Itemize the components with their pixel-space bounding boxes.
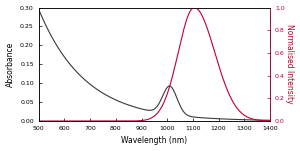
X-axis label: Wavelength (nm): Wavelength (nm) [121,137,188,145]
Y-axis label: Absorbance: Absorbance [6,42,15,87]
Y-axis label: Normalised Intensity: Normalised Intensity [285,24,294,104]
